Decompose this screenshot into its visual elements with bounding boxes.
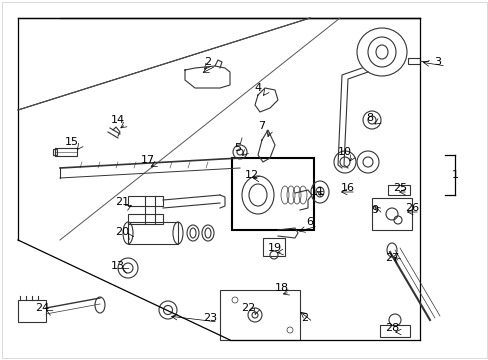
Text: 8: 8 — [366, 113, 373, 123]
Text: 27: 27 — [384, 253, 398, 263]
Text: 21: 21 — [115, 197, 129, 207]
Text: 14: 14 — [111, 115, 125, 125]
Text: 2: 2 — [204, 57, 211, 67]
Text: 18: 18 — [274, 283, 288, 293]
Text: 26: 26 — [404, 203, 418, 213]
Text: 28: 28 — [384, 323, 398, 333]
Text: 19: 19 — [267, 243, 282, 253]
Text: 1: 1 — [450, 170, 458, 180]
Text: 2: 2 — [301, 313, 308, 323]
Bar — [55, 148, 77, 156]
Text: 5: 5 — [234, 143, 241, 153]
Bar — [387, 185, 409, 195]
Bar — [128, 196, 163, 206]
Bar — [220, 290, 299, 340]
Bar — [231, 158, 313, 230]
Text: 4: 4 — [254, 83, 261, 93]
Text: 25: 25 — [392, 183, 406, 193]
Bar — [371, 198, 411, 230]
Text: 11: 11 — [310, 187, 325, 197]
Bar — [18, 300, 46, 322]
Text: 22: 22 — [241, 303, 255, 313]
Text: 12: 12 — [244, 170, 259, 180]
Text: 24: 24 — [35, 303, 49, 313]
Bar — [128, 214, 163, 224]
Text: 13: 13 — [111, 261, 125, 271]
Text: 3: 3 — [434, 57, 441, 67]
Text: 10: 10 — [337, 147, 351, 157]
Text: 9: 9 — [371, 205, 378, 215]
Bar — [407, 58, 419, 64]
Text: 17: 17 — [141, 155, 155, 165]
Text: 15: 15 — [65, 137, 79, 147]
Text: 20: 20 — [115, 227, 129, 237]
Text: 6: 6 — [306, 217, 313, 227]
Bar — [53, 149, 57, 155]
Bar — [128, 222, 178, 244]
Text: 16: 16 — [340, 183, 354, 193]
Text: 7: 7 — [258, 121, 265, 131]
Bar — [263, 238, 285, 256]
Text: 23: 23 — [203, 313, 217, 323]
Bar — [379, 325, 409, 337]
